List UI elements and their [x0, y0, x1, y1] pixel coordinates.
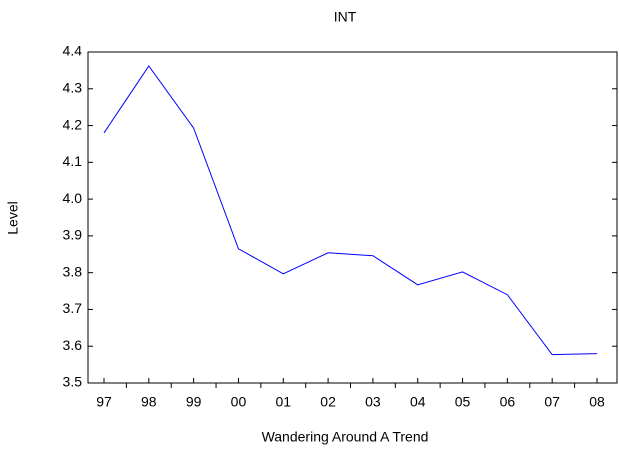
- y-tick-label: 3.5: [63, 374, 83, 390]
- x-tick-label: 08: [589, 394, 605, 410]
- x-tick-label: 03: [365, 394, 381, 410]
- x-tick-label: 00: [231, 394, 247, 410]
- y-tick-label: 4.1: [63, 153, 83, 169]
- y-tick-label: 3.9: [63, 227, 83, 243]
- y-tick-label: 4.2: [63, 116, 83, 132]
- y-tick-label: 3.7: [63, 300, 83, 316]
- x-tick-label: 05: [455, 394, 471, 410]
- y-tick-label: 4.4: [63, 43, 83, 59]
- y-tick-label: 4.0: [63, 190, 83, 206]
- x-tick-label: 01: [275, 394, 291, 410]
- x-tick-label: 02: [320, 394, 336, 410]
- x-tick-label: 06: [500, 394, 516, 410]
- x-tick-label: 99: [186, 394, 202, 410]
- y-tick-label: 3.6: [63, 337, 83, 353]
- x-tick-label: 04: [410, 394, 426, 410]
- x-tick-label: 98: [141, 394, 157, 410]
- x-tick-label: 07: [544, 394, 560, 410]
- y-tick-label: 4.3: [63, 79, 83, 95]
- x-axis-label: Wandering Around A Trend: [262, 429, 429, 445]
- plot-frame: [87, 51, 618, 384]
- y-tick-label: 3.8: [63, 263, 83, 279]
- chart-title: INT: [334, 9, 357, 25]
- data-line: [103, 65, 598, 356]
- x-tick-label: 97: [96, 394, 112, 410]
- y-axis-label: Level: [5, 201, 21, 234]
